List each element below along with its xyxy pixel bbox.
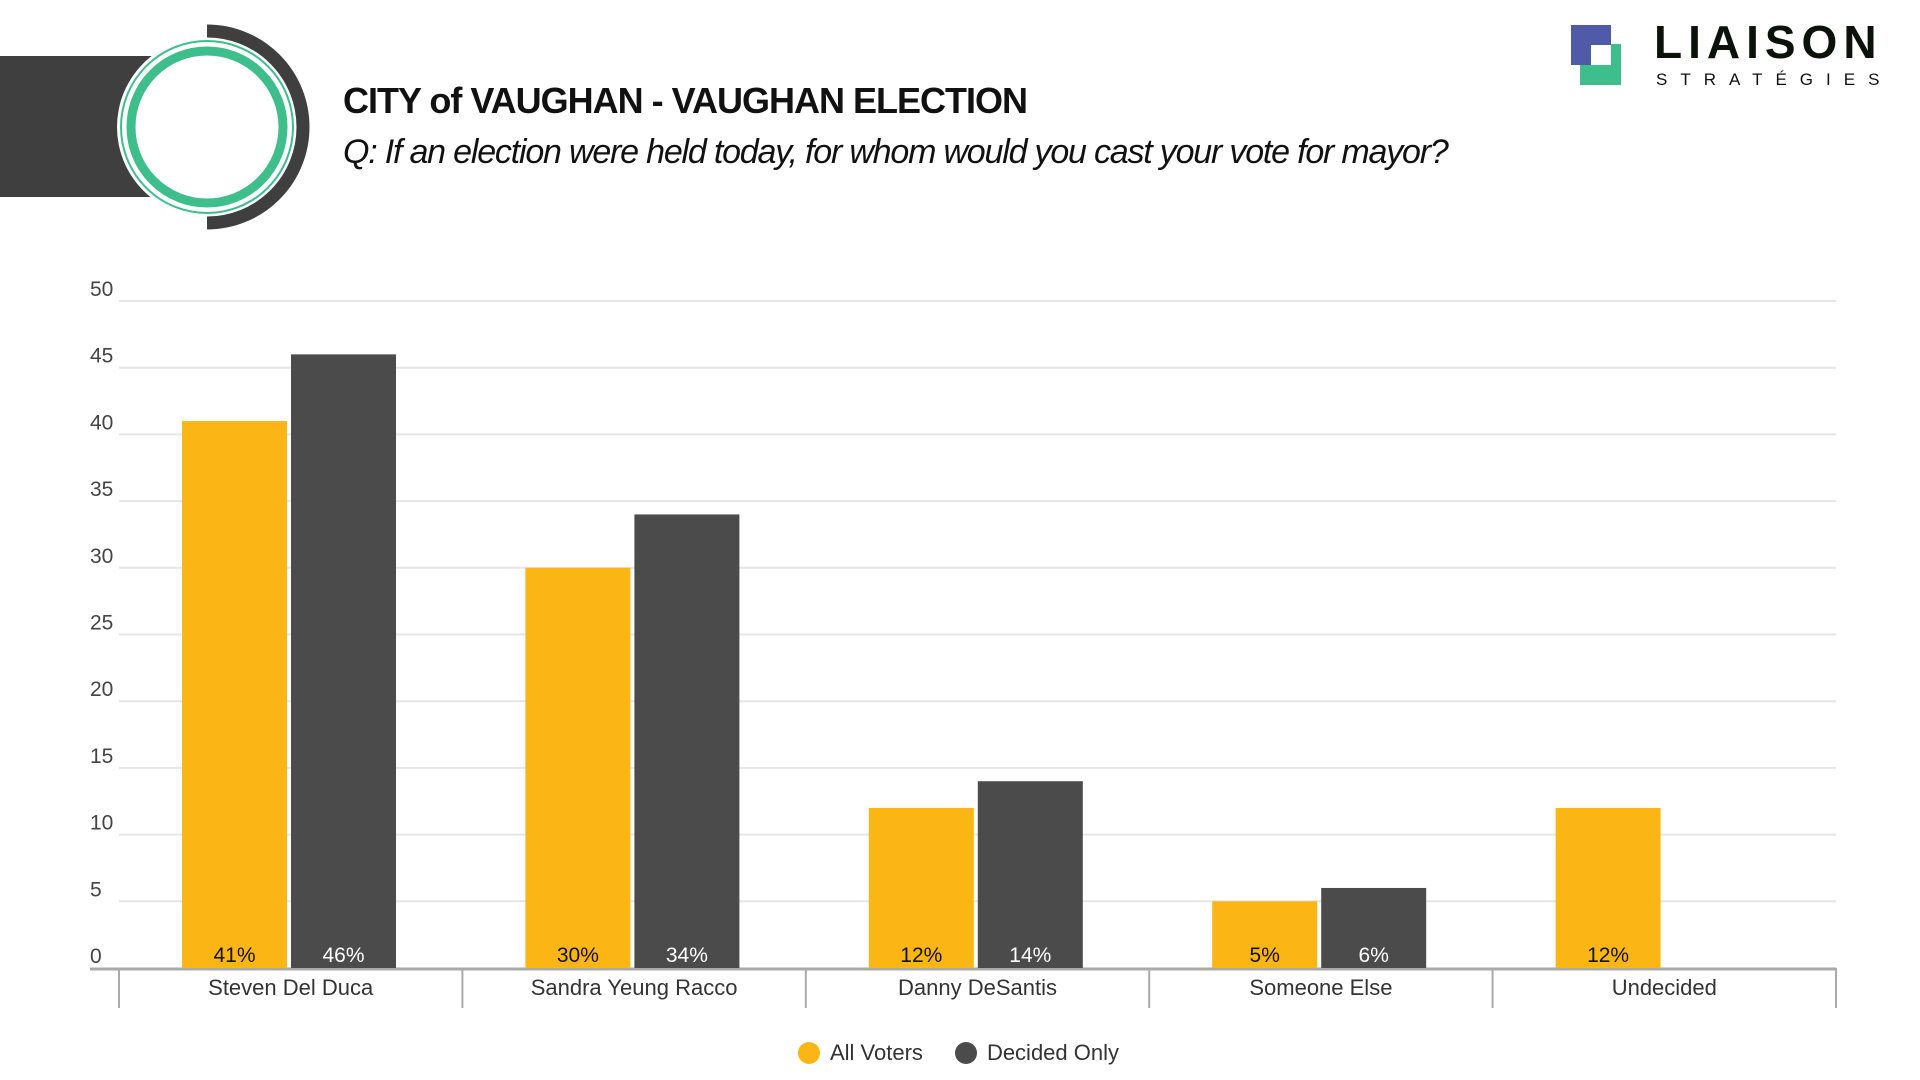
legend-item-decided-only: Decided Only bbox=[954, 1040, 1120, 1066]
y-tick-label: 30 bbox=[90, 545, 113, 568]
liaison-logo-mark bbox=[1571, 25, 1621, 85]
y-tick-label: 50 bbox=[90, 278, 113, 301]
logo-wordmark: LIAISON bbox=[1654, 16, 1883, 68]
category-label: Someone Else bbox=[1249, 975, 1392, 1000]
header-ornament bbox=[0, 24, 310, 230]
ornament-backdrop bbox=[117, 37, 297, 217]
legend-label: All Voters bbox=[830, 1040, 923, 1065]
data-label: 34% bbox=[666, 944, 708, 967]
logo-tagline: STRATÉGIES bbox=[1656, 70, 1893, 89]
data-label: 14% bbox=[1009, 944, 1051, 967]
legend-swatch-decided-only bbox=[954, 1042, 977, 1064]
data-label: 5% bbox=[1250, 944, 1280, 967]
bar-decided-only bbox=[977, 781, 1083, 968]
data-label: 6% bbox=[1359, 944, 1389, 967]
chart-title: CITY of VAUGHAN - VAUGHAN ELECTION bbox=[343, 80, 1028, 121]
data-label: 30% bbox=[557, 944, 599, 967]
bar-decided-only bbox=[291, 354, 396, 968]
bar-all-voters bbox=[1212, 901, 1318, 968]
y-tick-label: 35 bbox=[90, 478, 113, 501]
bar-decided-only bbox=[1321, 887, 1427, 968]
data-label: 12% bbox=[1587, 944, 1629, 967]
legend: All Voters Decided Only bbox=[798, 1040, 1119, 1066]
y-tick-label: 5 bbox=[90, 878, 102, 901]
data-label: 46% bbox=[322, 944, 364, 967]
y-tick-label: 0 bbox=[90, 945, 102, 968]
y-tick-label: 20 bbox=[90, 678, 113, 701]
legend-swatch-all-voters bbox=[798, 1042, 820, 1064]
dark-arc bbox=[206, 24, 310, 230]
bar-all-voters bbox=[868, 807, 974, 968]
legend-item-all-voters: All Voters bbox=[798, 1040, 923, 1066]
bar-all-voters bbox=[182, 421, 287, 968]
bar-all-voters bbox=[525, 567, 631, 968]
y-tick-label: 10 bbox=[90, 812, 113, 835]
category-label: Undecided bbox=[1612, 975, 1717, 1000]
y-tick-label: 15 bbox=[90, 745, 113, 768]
bar-all-voters bbox=[1555, 807, 1661, 968]
y-tick-label: 25 bbox=[90, 612, 113, 635]
thin-green-ring bbox=[120, 40, 294, 214]
y-tick-label: 40 bbox=[90, 411, 113, 434]
data-label: 12% bbox=[900, 944, 942, 967]
legend-label: Decided Only bbox=[986, 1040, 1120, 1065]
green-ring bbox=[126, 46, 288, 208]
category-label: Steven Del Duca bbox=[208, 975, 374, 1000]
chart-question: Q: If an election were held today, for w… bbox=[343, 133, 1449, 171]
y-tick-label: 45 bbox=[90, 345, 113, 368]
category-label: Sandra Yeung Racco bbox=[531, 975, 738, 1000]
data-label: 41% bbox=[213, 944, 255, 967]
bar-decided-only bbox=[634, 514, 740, 968]
category-label: Danny DeSantis bbox=[898, 975, 1057, 1000]
